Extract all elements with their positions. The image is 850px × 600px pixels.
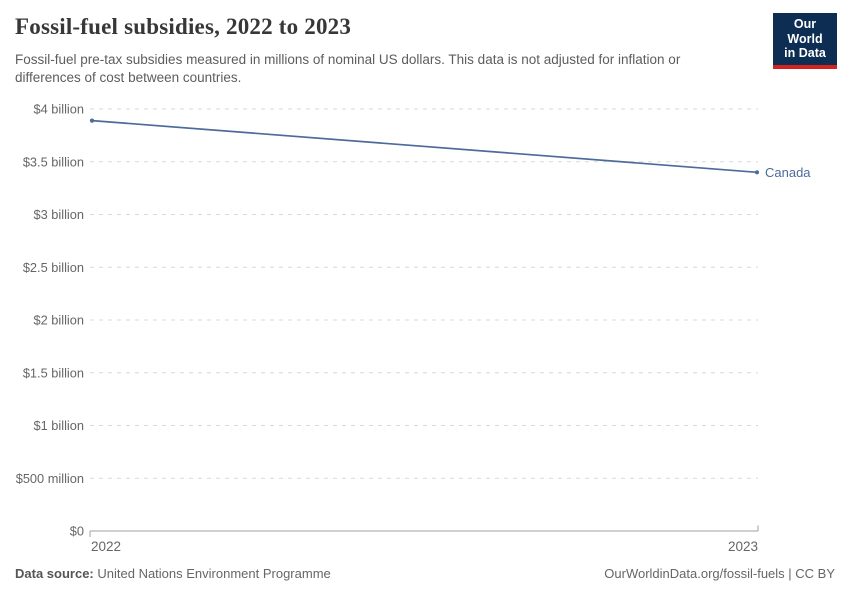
series-point[interactable] (89, 118, 95, 123)
y-tick-label: $4 billion (33, 102, 84, 117)
series-end-label[interactable]: Canada (765, 165, 811, 180)
attribution-link[interactable]: OurWorldinData.org/fossil-fuels | CC BY (604, 566, 835, 581)
x-tick-label: 2022 (91, 539, 121, 554)
data-source-value: United Nations Environment Programme (97, 566, 331, 581)
page-footer: Data source: United Nations Environment … (0, 566, 850, 581)
y-tick-label: $2.5 billion (23, 260, 84, 275)
series-point[interactable] (754, 170, 760, 175)
series-line[interactable] (91, 119, 758, 174)
y-tick-label: $1.5 billion (23, 365, 84, 380)
y-tick-label: $1 billion (33, 418, 84, 433)
owid-logo-line1: Our World (787, 17, 823, 46)
data-source-label: Data source: (15, 566, 94, 581)
y-tick-label: $2 billion (33, 313, 84, 328)
x-tick-label: 2023 (728, 539, 758, 554)
y-tick-label: $3 billion (33, 207, 84, 222)
owid-logo[interactable]: Our World in Data (773, 13, 837, 69)
page-title: Fossil-fuel subsidies, 2022 to 2023 (15, 14, 352, 39)
y-tick-label: $500 million (16, 471, 84, 486)
data-source: Data source: United Nations Environment … (15, 566, 331, 581)
owid-logo-line2: in Data (784, 46, 826, 60)
y-tick-label: $0 (70, 524, 84, 539)
chart-subtitle: Fossil-fuel pre-tax subsidies measured i… (15, 52, 681, 85)
y-tick-label: $3.5 billion (23, 154, 84, 169)
